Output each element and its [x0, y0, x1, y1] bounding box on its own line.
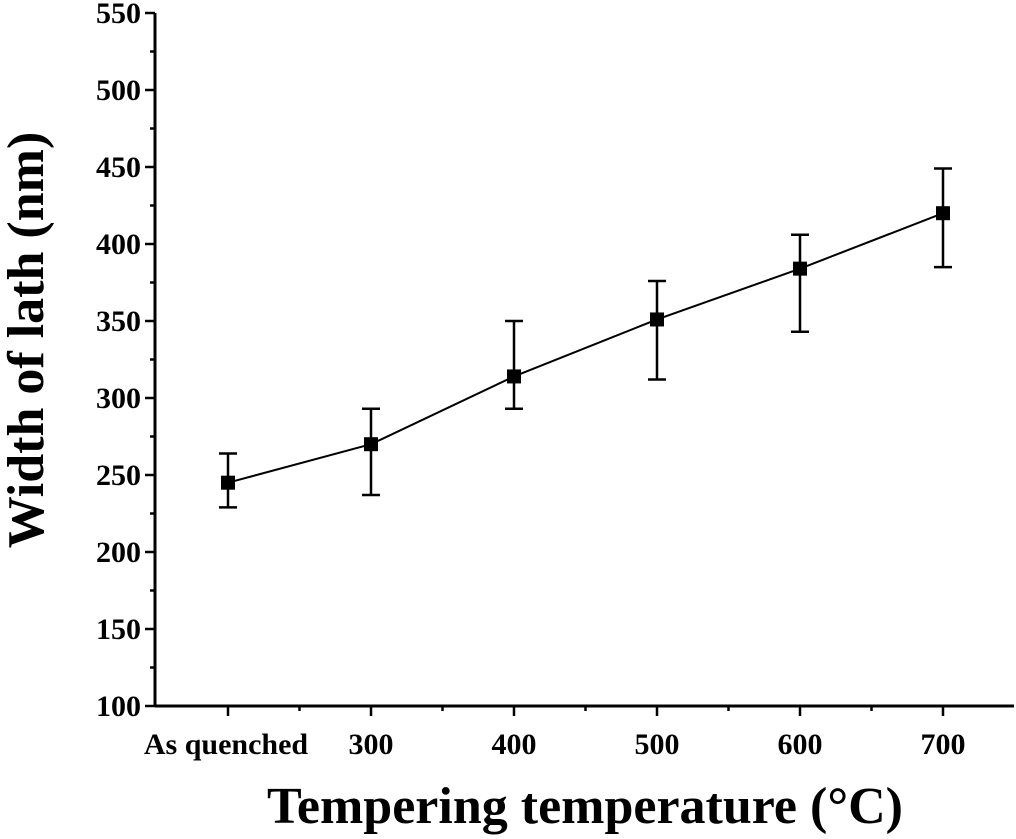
data-point [936, 206, 950, 221]
y-tick-label: 450 [96, 151, 141, 184]
error-bar [362, 407, 380, 497]
data-point [507, 369, 521, 384]
x-tick-label: 600 [778, 728, 823, 761]
series-line [227, 212, 944, 484]
axes [153, 13, 1014, 708]
y-tick-label: 100 [96, 690, 141, 723]
plot-area [219, 167, 952, 509]
x-axis-title: Tempering temperature (°C) [267, 778, 903, 835]
error-bar [648, 279, 666, 381]
y-tick-label: 500 [96, 74, 141, 107]
y-tick-label: 300 [96, 382, 141, 415]
y-tick-label: 350 [96, 305, 141, 338]
x-tick-labels: As quenched 300 400 500 600 700 [144, 728, 966, 761]
y-axis-title: Width of lath (nm) [0, 132, 55, 549]
data-point [793, 261, 807, 276]
data-point [221, 475, 235, 490]
x-tick-label: 300 [349, 728, 394, 761]
x-tick-label: As quenched [144, 728, 309, 761]
y-tick-label: 250 [96, 459, 141, 492]
y-tick-label: 200 [96, 536, 141, 569]
x-tick-label: 400 [492, 728, 537, 761]
x-tick-label: 500 [635, 728, 680, 761]
y-tick-label: 550 [96, 0, 141, 30]
error-bar [791, 233, 809, 334]
data-point [364, 437, 378, 452]
y-ticks [145, 11, 155, 708]
y-tick-label: 400 [96, 228, 141, 261]
x-ticks [226, 706, 945, 716]
x-tick-label: 700 [921, 728, 966, 761]
error-bar [505, 319, 523, 411]
y-tick-labels: 100 150 200 250 300 350 400 450 500 550 [96, 0, 141, 723]
data-point [650, 312, 664, 327]
y-tick-label: 150 [96, 613, 141, 646]
